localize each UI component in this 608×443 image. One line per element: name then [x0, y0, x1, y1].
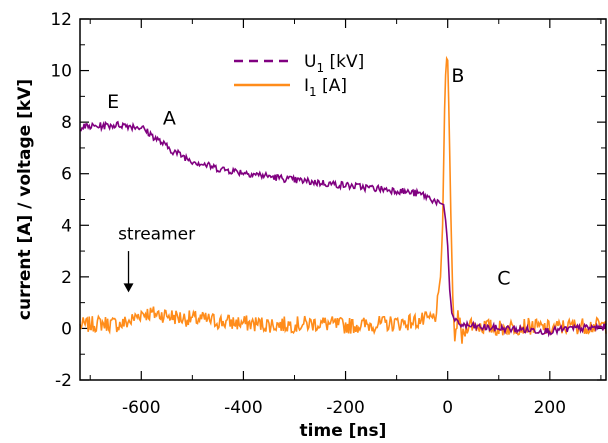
y-tick-label: 4 [61, 216, 72, 236]
x-tick-label: -200 [326, 398, 365, 418]
x-tick-label: 200 [534, 398, 566, 418]
y-axis-label: current [A] / voltage [kV] [15, 79, 35, 320]
annotation-A: A [163, 108, 176, 130]
y-tick-label: 6 [61, 165, 72, 185]
y-tick-label: 2 [61, 268, 72, 288]
annotation-E: E [107, 91, 119, 113]
legend: U1 [kV]I1 [A] [234, 52, 364, 99]
annotation-streamer: streamer [118, 224, 195, 244]
y-tick-label: 12 [50, 10, 72, 30]
series-line-i1 [79, 55, 607, 344]
x-tick-label: 0 [442, 398, 453, 418]
series-line-u1 [80, 120, 607, 338]
x-axis-label: time [ns] [300, 421, 387, 441]
x-tick-label: -400 [224, 398, 263, 418]
series-group [79, 55, 607, 344]
legend-entry: U1 [kV] [304, 52, 364, 75]
y-tick-label: 10 [50, 62, 72, 82]
x-tick-label: -600 [122, 398, 161, 418]
y-tick-label: -2 [55, 371, 72, 391]
streamer-arrow-head [123, 283, 134, 293]
y-tick-label: 0 [61, 319, 72, 339]
plot-frame [79, 18, 607, 381]
annotation-B: B [451, 65, 464, 87]
legend-entry: I1 [A] [304, 76, 347, 99]
annotation-C: C [497, 268, 510, 290]
y-tick-label: 8 [61, 113, 72, 133]
tick-labels: -2 0 2 4 6 8 10 12 -600 -400 -200 0 200 [50, 10, 566, 418]
